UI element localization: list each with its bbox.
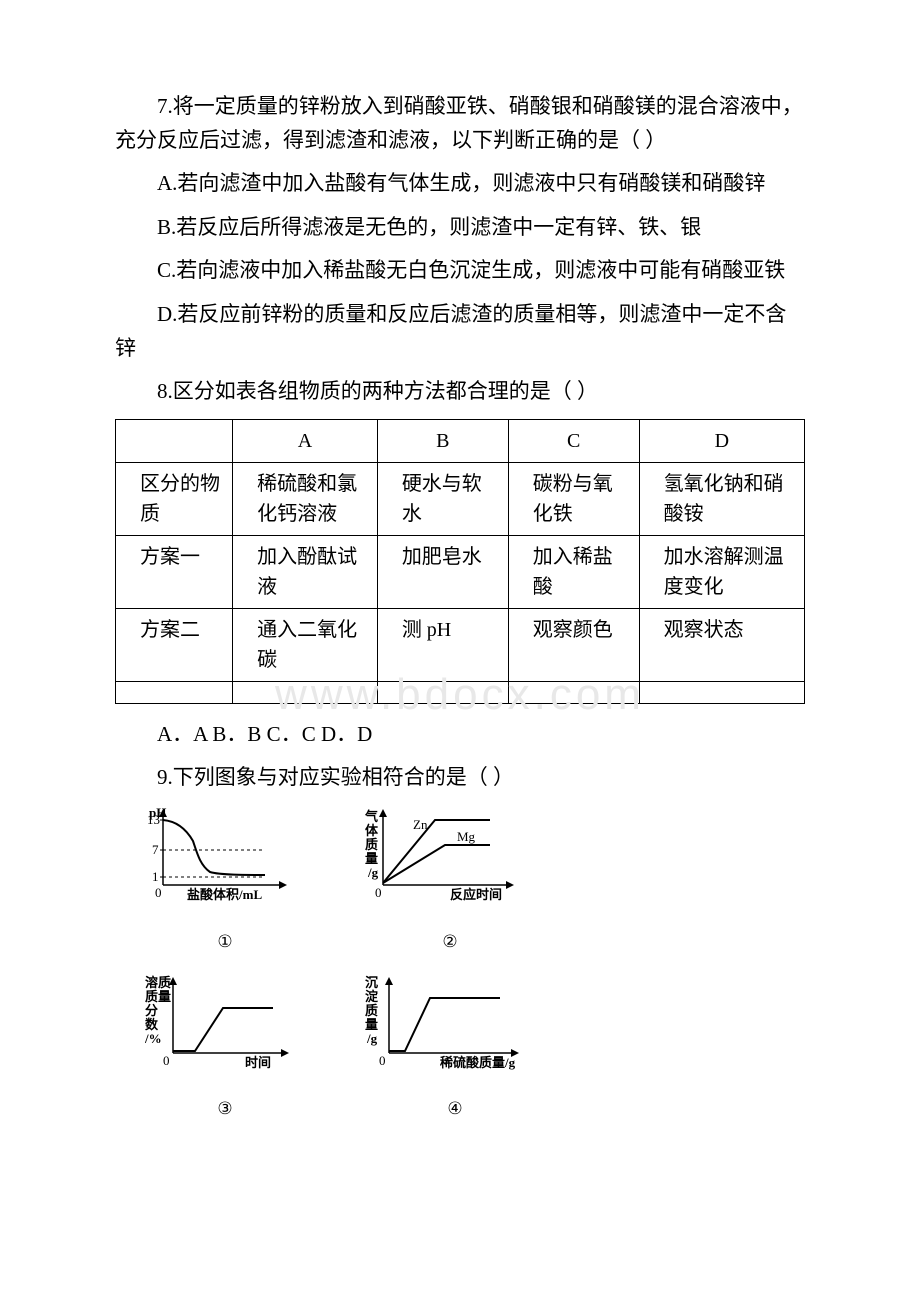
c1-origin: 0 [155, 885, 162, 900]
table-row: 区分的物质 稀硫酸和氯化钙溶液 硬水与软水 碳粉与氧化铁 氢氧化钠和硝酸铵 [116, 462, 805, 535]
svg-text:质: 质 [365, 837, 378, 852]
svg-text:质: 质 [365, 1003, 378, 1018]
chart-4: 沉 淀 质 量 /g 0 稀硫酸质量/g ④ [365, 973, 545, 1123]
svg-text:质: 质 [145, 989, 158, 1004]
c2-zn: Zn [413, 817, 428, 832]
c1-xlabel: 盐酸体积/mL [187, 887, 262, 902]
c2-xlabel: 反应时间 [450, 887, 502, 902]
row3-b: 测 pH [377, 608, 508, 681]
th-b: B [377, 419, 508, 462]
svg-text:/g: /g [366, 1031, 378, 1046]
c1-y7: 7 [152, 842, 159, 857]
svg-text:分: 分 [145, 1003, 158, 1018]
c4-xlabel: 稀硫酸质量/g [440, 1055, 516, 1070]
c1-y1: 1 [152, 869, 159, 884]
row1-b: 硬水与软水 [377, 462, 508, 535]
c4-origin: 0 [379, 1053, 386, 1068]
row3-label: 方案二 [116, 608, 233, 681]
svg-text:/%: /% [145, 1031, 162, 1046]
svg-text:溶: 溶 [145, 975, 158, 990]
q8-stem: 8.区分如表各组物质的两种方法都合理的是（ ） [115, 375, 805, 409]
charts-row-2: 溶 质 质 量 分 数 /% 0 时间 ③ 沉 淀 质 [145, 973, 805, 1123]
c3-xlabel: 时间 [245, 1055, 271, 1070]
row3-c: 观察颜色 [508, 608, 639, 681]
row2-a: 加入酚酞试液 [233, 535, 378, 608]
c4-caption: ④ [365, 1095, 545, 1122]
th-c: C [508, 419, 639, 462]
svg-text:量: 量 [158, 989, 171, 1004]
svg-text:量: 量 [365, 1017, 378, 1032]
svg-text:/g: /g [367, 865, 379, 880]
svg-text:质: 质 [158, 975, 171, 990]
th-a: A [233, 419, 378, 462]
q8-table: A B C D 区分的物质 稀硫酸和氯化钙溶液 硬水与软水 碳粉与氧化铁 氢氧化… [115, 419, 805, 704]
c3-origin: 0 [163, 1053, 170, 1068]
svg-text:量: 量 [365, 851, 378, 866]
q7-stem: 7.将一定质量的锌粉放入到硝酸亚铁、硝酸银和硝酸镁的混合溶液中，充分反应后过滤，… [115, 90, 805, 157]
table-row: 方案一 加入酚酞试液 加肥皂水 加入稀盐酸 加水溶解测温度变化 [116, 535, 805, 608]
chart-4-svg: 沉 淀 质 量 /g 0 稀硫酸质量/g [365, 973, 545, 1083]
c2-caption: ② [365, 928, 535, 955]
chart-2-svg: 气 体 质 量 /g Zn Mg 0 反应时间 [365, 805, 535, 915]
row2-d: 加水溶解测温度变化 [639, 535, 804, 608]
chart-3: 溶 质 质 量 分 数 /% 0 时间 ③ [145, 973, 305, 1123]
svg-text:气: 气 [365, 809, 378, 824]
svg-text:数: 数 [145, 1017, 159, 1032]
svg-text:沉: 沉 [365, 975, 378, 990]
chart-1: pH 13 7 1 0 盐酸体积/mL ① [145, 805, 305, 955]
q8-options: A．A B．B C．C D．D [115, 718, 805, 752]
svg-text:体: 体 [365, 823, 379, 838]
row1-d: 氢氧化钠和硝酸铵 [639, 462, 804, 535]
row2-b: 加肥皂水 [377, 535, 508, 608]
table-row: 方案二 通入二氧化碳 测 pH 观察颜色 观察状态 [116, 608, 805, 681]
c2-mg: Mg [457, 829, 476, 844]
c1-caption: ① [145, 928, 305, 955]
row1-label: 区分的物质 [116, 462, 233, 535]
q7-opt-a: A.若向滤渣中加入盐酸有气体生成，则滤液中只有硝酸镁和硝酸锌 [115, 167, 805, 201]
th-d: D [639, 419, 804, 462]
row1-c: 碳粉与氧化铁 [508, 462, 639, 535]
c1-y13: 13 [147, 812, 160, 827]
row3-d: 观察状态 [639, 608, 804, 681]
q7-opt-c: C.若向滤液中加入稀盐酸无白色沉淀生成，则滤液中可能有硝酸亚铁 [115, 254, 805, 288]
row2-label: 方案一 [116, 535, 233, 608]
th-blank [116, 419, 233, 462]
row3-a: 通入二氧化碳 [233, 608, 378, 681]
row2-c: 加入稀盐酸 [508, 535, 639, 608]
chart-1-svg: pH 13 7 1 0 盐酸体积/mL [145, 805, 305, 915]
q9-stem: 9.下列图象与对应实验相符合的是（ ） [115, 761, 805, 795]
q7-opt-b: B.若反应后所得滤液是无色的，则滤渣中一定有锌、铁、银 [115, 211, 805, 245]
c2-origin: 0 [375, 885, 382, 900]
row1-a: 稀硫酸和氯化钙溶液 [233, 462, 378, 535]
table-row: A B C D [116, 419, 805, 462]
table-row [116, 681, 805, 703]
c3-caption: ③ [145, 1095, 305, 1122]
chart-3-svg: 溶 质 质 量 分 数 /% 0 时间 [145, 973, 305, 1083]
q7-opt-d: D.若反应前锌粉的质量和反应后滤渣的质量相等，则滤渣中一定不含锌 [115, 298, 805, 365]
charts-row-1: pH 13 7 1 0 盐酸体积/mL ① 气 体 质 量 [145, 805, 805, 955]
chart-2: 气 体 质 量 /g Zn Mg 0 反应时间 ② [365, 805, 535, 955]
svg-text:淀: 淀 [365, 989, 379, 1004]
